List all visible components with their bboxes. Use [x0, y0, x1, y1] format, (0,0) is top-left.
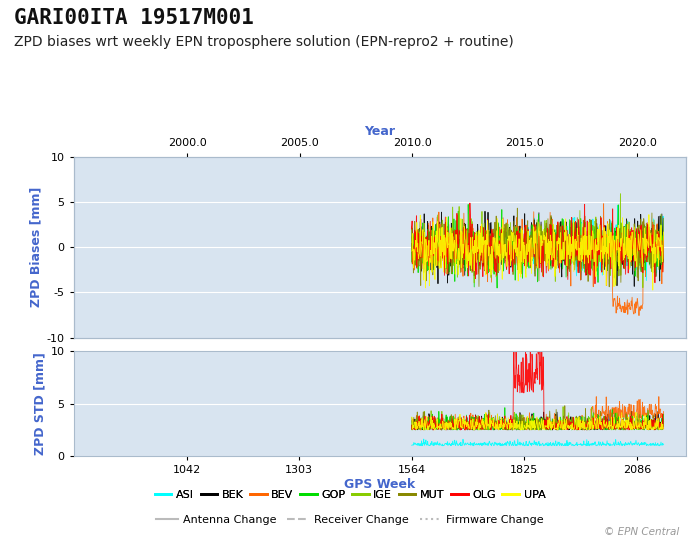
- Y-axis label: ZPD STD [mm]: ZPD STD [mm]: [34, 352, 46, 455]
- Y-axis label: ZPD Biases [mm]: ZPD Biases [mm]: [29, 187, 42, 307]
- X-axis label: Year: Year: [364, 125, 395, 138]
- X-axis label: GPS Week: GPS Week: [344, 478, 415, 491]
- Text: ZPD biases wrt weekly EPN troposphere solution (EPN-repro2 + routine): ZPD biases wrt weekly EPN troposphere so…: [14, 35, 514, 49]
- Text: GARI00ITA 19517M001: GARI00ITA 19517M001: [14, 8, 254, 28]
- Legend: ASI, BEK, BEV, GOP, IGE, MUT, OLG, UPA: ASI, BEK, BEV, GOP, IGE, MUT, OLG, UPA: [150, 486, 550, 505]
- Legend: Antenna Change, Receiver Change, Firmware Change: Antenna Change, Receiver Change, Firmwar…: [151, 510, 549, 529]
- Text: © EPN Central: © EPN Central: [603, 527, 679, 537]
